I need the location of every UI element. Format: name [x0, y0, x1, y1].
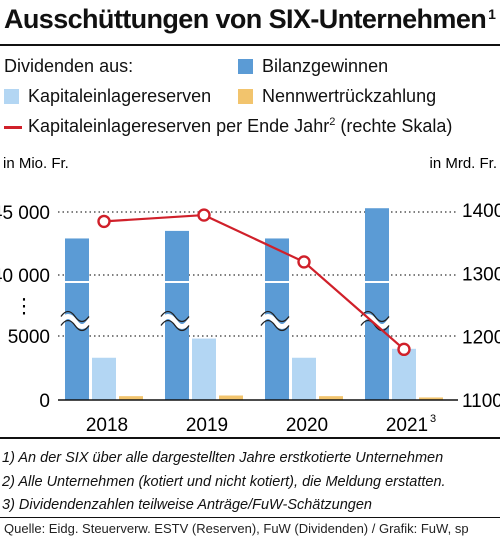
title-footnote-mark: 1 [488, 6, 496, 22]
axis-break-mark [160, 319, 190, 332]
bar-bilanzgewinnen [365, 208, 389, 281]
left-tick-label: 0 [39, 391, 50, 412]
right-axis-unit: in Mrd. Fr. [429, 155, 497, 172]
x-tick-label: 2018 [86, 415, 128, 436]
axis-break-mark [360, 319, 390, 332]
line-point [97, 214, 111, 229]
notes-rule-top [0, 437, 500, 439]
legend-swatch-bilanzgewinnen [238, 59, 253, 74]
right-tick-label: 1100 [462, 391, 500, 412]
bar-nennwertrückzahlung [119, 396, 143, 400]
axis-break-mark [160, 310, 190, 323]
legend-label-line: Kapitaleinlagereserven per Ende Jahr2 (r… [28, 116, 453, 136]
footnote-1: 1) An der SIX über alle dargestellten Ja… [2, 450, 444, 466]
x-tick-footnote-mark: 3 [430, 413, 436, 425]
left-tick-label: 45 000 [0, 203, 50, 224]
legend-line-swatch [4, 126, 22, 129]
left-tick-label: 5000 [8, 327, 50, 348]
legend-label-bilanzgewinnen: Bilanzgewinnen [262, 56, 389, 76]
x-tick-label: 2019 [186, 415, 228, 436]
legend-swatch-nennwert [238, 89, 253, 104]
bar-bilanzgewinnen [165, 230, 189, 281]
legend-line-footnote-mark: 2 [329, 116, 336, 128]
footnotes: 1) An der SIX über alle dargestellten Ja… [2, 447, 446, 518]
legend-label-kapitaleinlagereserven: Kapitaleinlagereserven [28, 86, 212, 106]
legend-lead: Dividenden aus: [4, 56, 134, 76]
axis-break-gap [258, 314, 302, 329]
bar-bilanzgewinnen-lower [165, 336, 189, 400]
line-point [397, 342, 411, 357]
right-tick-label: 1400 [462, 201, 500, 222]
axis-break-mark [260, 319, 290, 332]
title-row: Ausschüttungen von SIX-Unternehmen 1 [4, 4, 496, 44]
x-tick-label: 2020 [286, 415, 328, 436]
axis-break-gap [58, 314, 102, 329]
bar-kapitaleinlagereserven [292, 357, 316, 400]
source-line: Quelle: Eidg. Steuerverw. ESTV (Reserven… [4, 521, 469, 536]
line-point [197, 208, 211, 222]
line-kapitaleinlagereserven [103, 213, 405, 351]
axis-break-mark [360, 310, 390, 323]
left-axis-unit: in Mio. Fr. [3, 155, 69, 172]
chart-area: in Mio. Fr. in Mrd. Fr. 45 000 40 000 ⋮ 5000 0… [0, 155, 500, 436]
line-point [297, 255, 311, 269]
bar-kapitaleinlagereserven [92, 357, 116, 400]
source-rule [0, 517, 500, 518]
right-tick-label: 1200 [462, 328, 500, 349]
bar-kapitaleinlagereserven [392, 348, 416, 400]
right-tick-label: 1300 [462, 264, 500, 285]
title-rule [0, 44, 500, 46]
axis-break-mark [260, 310, 290, 323]
chart-title: Ausschüttungen von SIX-Unternehmen 1 [4, 4, 496, 34]
legend-label-nennwert: Nennwertrückzahlung [262, 86, 437, 106]
axis-break-gap [158, 314, 202, 329]
left-tick-label: 40 000 [0, 266, 50, 287]
legend-swatch-kapitaleinlagereserven [4, 89, 19, 104]
bar-kapitaleinlagereserven [192, 338, 216, 400]
axis-break-mark [60, 319, 90, 332]
footnote-3: 3) Dividendenzahlen teilweise Anträge/Fu… [2, 497, 372, 513]
bar-nennwertrückzahlung [319, 396, 343, 400]
left-tick-label: ⋮ [14, 296, 34, 318]
bar-nennwertrückzahlung [219, 395, 243, 400]
legend: Dividenden aus: Bilanzgewinnen Kapitalei… [0, 56, 500, 146]
bar-bilanzgewinnen-lower [265, 336, 289, 400]
bar-bilanzgewinnen [65, 238, 89, 281]
bar-nennwertrückzahlung [419, 397, 443, 400]
x-tick-label: 2021 [386, 415, 428, 436]
axis-break-mark [60, 310, 90, 323]
bar-bilanzgewinnen-lower [65, 336, 89, 400]
bar-bilanzgewinnen-lower [365, 336, 389, 400]
footnote-2: 2) Alle Unternehmen (kotiert und nicht k… [2, 473, 446, 490]
